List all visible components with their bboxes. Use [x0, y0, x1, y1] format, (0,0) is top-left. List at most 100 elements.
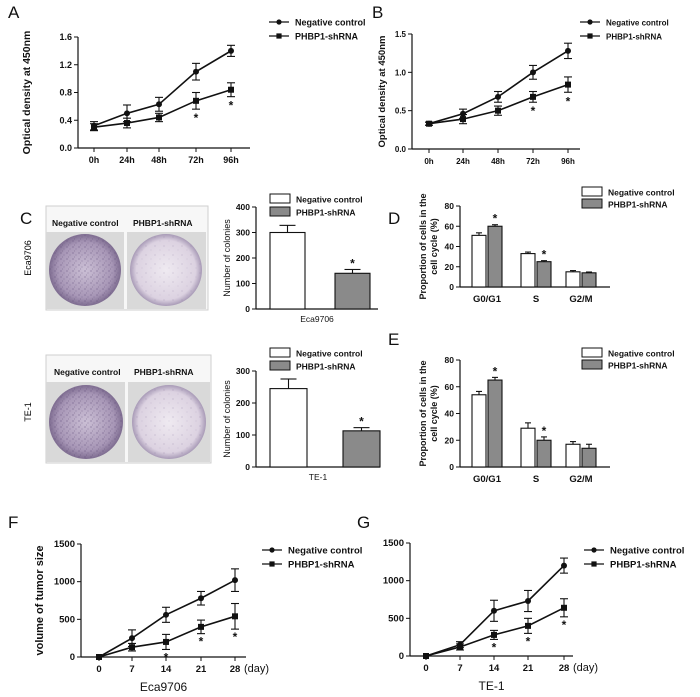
bar-shrna [342, 430, 381, 468]
y-axis-title-line2: cell cycle (%) [429, 385, 439, 442]
legend-label: Negative control [608, 349, 675, 359]
y-tick-label: 60 [445, 382, 455, 392]
significance-star: * [562, 618, 567, 632]
y-tick-label: 0 [449, 462, 454, 472]
bar-shrna [581, 272, 597, 288]
y-axis-title: volume of tumor size [34, 545, 46, 655]
data-point-shrna [96, 654, 102, 660]
legend-marker [269, 547, 275, 553]
y-tick-label: 1.2 [59, 60, 72, 70]
series-line-negative-control [93, 50, 232, 127]
legend-label: PHBP1-shRNA [610, 560, 677, 571]
x-tick-label: 28 [230, 664, 241, 675]
y-tick-label: 500 [388, 613, 404, 624]
x-tick-label: 48h [151, 155, 167, 165]
y-tick-label: 0 [245, 462, 250, 472]
x-tick-label: G2/M [569, 474, 592, 485]
x-tick-label: G2/M [569, 294, 592, 305]
y-tick-label: 100 [236, 279, 250, 289]
chart-b: 0.0 0.5 1.0 1.5 0h 24h 48h 72h 96h * * Optical dens… [377, 19, 669, 167]
data-point-negative-control [525, 598, 531, 605]
y-tick-label: 300 [236, 228, 250, 238]
series-line-negative-control [98, 579, 236, 658]
bar-negative-control [269, 388, 308, 468]
data-point-negative-control [156, 101, 162, 108]
data-point-shrna [530, 93, 536, 100]
panel-label-c: C [20, 209, 32, 228]
x-tick-label: 96h [561, 157, 575, 166]
colony-photo-te1: Negative control PHBP1-shRNA TE-1 [23, 354, 212, 464]
y-tick-label: 40 [445, 409, 455, 419]
x-tick-label: 48h [491, 157, 505, 166]
y-tick-label: 80 [445, 355, 455, 365]
legend-marker [276, 19, 282, 25]
chart-a: 0.0 0.4 0.8 1.2 1.6 0h 24h 48h 72h 96h * * Optical d… [21, 18, 366, 166]
panel-label-g: G [357, 513, 370, 532]
significance-star: * [233, 630, 238, 644]
data-point-shrna [129, 644, 135, 651]
y-axis-title: Number of colonies [222, 380, 232, 458]
x-tick-label: S [533, 474, 539, 485]
data-point-negative-control [124, 110, 130, 117]
significance-star: * [199, 635, 204, 649]
data-point-negative-control [163, 611, 169, 618]
x-tick-label: G0/G1 [473, 474, 502, 485]
data-point-shrna [495, 107, 501, 114]
data-point-negative-control [228, 47, 234, 54]
panel-label-d: D [388, 209, 400, 228]
legend-marker [591, 561, 597, 567]
data-point-shrna [163, 638, 169, 645]
data-point-shrna [198, 623, 204, 630]
dish-title-negative-te1: Negative control [54, 367, 121, 377]
panel-label-f: F [8, 513, 18, 532]
y-axis-title-line2: cell cycle (%) [429, 218, 439, 275]
colony-speckles [131, 235, 201, 305]
y-tick-label: 500 [59, 614, 75, 625]
legend-swatch [269, 347, 291, 358]
legend-marker [269, 561, 275, 567]
y-tick-label: 200 [236, 253, 250, 263]
data-point-shrna [124, 120, 130, 127]
significance-star: * [492, 640, 497, 654]
bar-negative-control [471, 394, 487, 468]
x-tick-label: 24h [119, 155, 135, 165]
legend-label: Negative control [296, 349, 363, 359]
x-tick-label: 21 [523, 663, 534, 674]
bar-negative-control [269, 231, 306, 310]
x-axis-title: TE-1 [478, 679, 504, 693]
y-tick-label: 20 [445, 262, 455, 272]
data-point-shrna [232, 613, 238, 620]
y-axis-title-line1: Proportion of cells in the [418, 193, 428, 299]
legend-label: Negative control [288, 546, 362, 557]
legend-label: Negative control [296, 195, 363, 205]
x-tick-label: G0/G1 [473, 294, 502, 305]
y-tick-label: 1000 [54, 577, 75, 588]
panel-label-e: E [388, 330, 399, 349]
data-point-shrna [491, 631, 497, 638]
y-axis-title: Optical density at 450nm [377, 36, 388, 148]
significance-star: * [526, 634, 531, 648]
data-point-shrna [228, 86, 234, 93]
legend-label: Negative control [610, 546, 684, 557]
y-axis-title: Optical density at 450nm [21, 31, 33, 155]
data-point-shrna [426, 120, 432, 127]
bar-shrna [536, 261, 552, 288]
chart-c-colonies-te1: 0 100 200 300 * TE-1 Number of colonies Negativ… [222, 347, 381, 482]
bar-negative-control [565, 271, 581, 288]
y-tick-label: 0 [449, 282, 454, 292]
x-tick-label: 14 [489, 663, 500, 674]
data-point-negative-control [193, 68, 199, 75]
legend-label: Negative control [608, 188, 675, 198]
y-axis-title-line1: Proportion of cells in the [418, 360, 428, 466]
y-tick-label: 80 [445, 201, 455, 211]
colony-photo-eca9706: Negative control PHBP1-shRNA Eca9706 [23, 205, 209, 311]
panel-label-a: A [8, 3, 20, 22]
x-tick-label: S [533, 294, 539, 305]
y-tick-label: 0 [245, 304, 250, 314]
data-point-shrna [457, 643, 463, 650]
y-tick-label: 1000 [383, 576, 404, 587]
significance-star: * [194, 111, 199, 125]
significance-star: * [493, 212, 498, 226]
x-tick-label: 72h [188, 155, 204, 165]
data-point-negative-control [460, 110, 466, 117]
